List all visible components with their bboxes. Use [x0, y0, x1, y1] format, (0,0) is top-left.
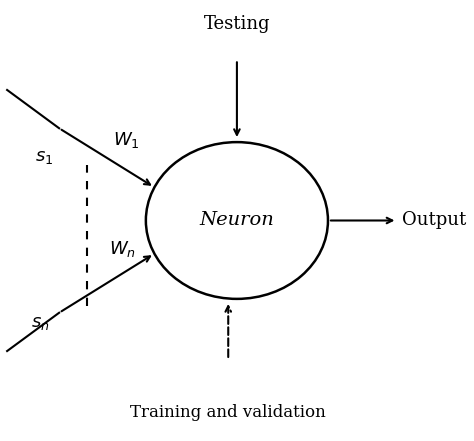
Text: Training and validation: Training and validation: [130, 404, 326, 421]
Text: Neuron: Neuron: [200, 212, 274, 229]
Text: $W_n$: $W_n$: [109, 239, 136, 259]
Text: $s_1$: $s_1$: [35, 148, 54, 166]
Text: $W_1$: $W_1$: [113, 130, 140, 150]
Text: $s_n$: $s_n$: [31, 314, 49, 332]
Text: Output: Output: [401, 212, 466, 229]
Ellipse shape: [146, 142, 328, 299]
Text: Testing: Testing: [204, 15, 270, 33]
